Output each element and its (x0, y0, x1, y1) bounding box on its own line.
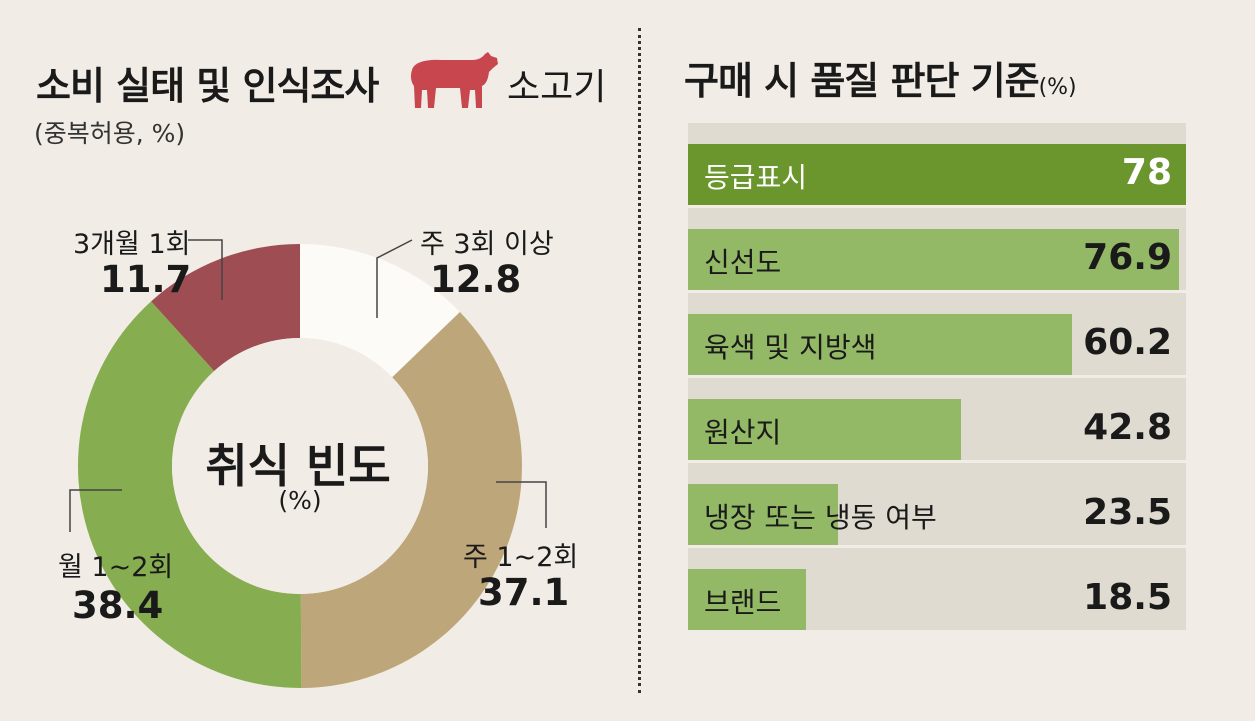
bar (688, 484, 838, 545)
bar (688, 569, 806, 630)
bar-value: 23.5 (1083, 492, 1172, 533)
bar-label: 원산지 (704, 416, 782, 449)
leader-1-2-monthly (69, 489, 122, 532)
bar-label: 냉장 또는 냉동 여부 (704, 501, 937, 534)
bar-value: 60.2 (1083, 322, 1172, 363)
slice-label-3plus-weekly: 주 3회 이상 (420, 229, 554, 260)
bar (688, 144, 1186, 205)
slice-3plus-weekly (300, 244, 460, 378)
cow-icon (410, 52, 498, 108)
slice-label-quarterly: 3개월 1회 (73, 229, 191, 260)
legend-label: 소고기 (507, 67, 607, 108)
bar-label: 등급표시 (704, 161, 808, 194)
leader-quarterly (188, 239, 223, 300)
slice-1-2-weekly (300, 312, 522, 688)
bar-value: 78 (1121, 152, 1172, 193)
leader-3plus-weekly (376, 239, 413, 318)
donut-center-title: 취식 빈도 (205, 439, 391, 493)
leader-1-2-weekly (496, 481, 547, 528)
slice-label-1-2-weekly: 주 1~2회 (463, 542, 579, 573)
right-title-unit: (%) (1038, 75, 1077, 100)
slice-value-3plus-weekly: 12.8 (430, 258, 522, 301)
bar (688, 229, 1179, 290)
right-title: 구매 시 품질 판단 기준(%) (684, 50, 1077, 105)
cow-shape (410, 52, 498, 108)
panel-divider (638, 28, 641, 693)
donut-chart (69, 239, 547, 688)
slice-1-2-monthly (77, 301, 302, 688)
bar-value: 18.5 (1083, 577, 1172, 618)
slice-value-1-2-monthly: 38.4 (72, 584, 164, 627)
bar-label: 육색 및 지방색 (704, 331, 877, 364)
bar-label: 신선도 (704, 246, 782, 279)
donut-center-unit: (%) (278, 486, 322, 515)
donut-hole (172, 338, 428, 594)
bar-value: 76.9 (1083, 237, 1172, 278)
slice-value-quarterly: 11.7 (100, 258, 192, 301)
slice-quarterly (151, 244, 300, 372)
slice-label-1-2-monthly: 월 1~2회 (58, 552, 174, 583)
bar-label: 브랜드 (704, 586, 782, 619)
left-subtitle: (중복허용, %) (34, 119, 186, 148)
bar (688, 399, 961, 460)
bar-value: 42.8 (1083, 407, 1172, 448)
right-title-text: 구매 시 품질 판단 기준 (684, 59, 1040, 103)
left-title: 소비 실태 및 인식조사 (36, 64, 379, 108)
bar (688, 314, 1072, 375)
slice-value-1-2-weekly: 37.1 (478, 571, 570, 614)
